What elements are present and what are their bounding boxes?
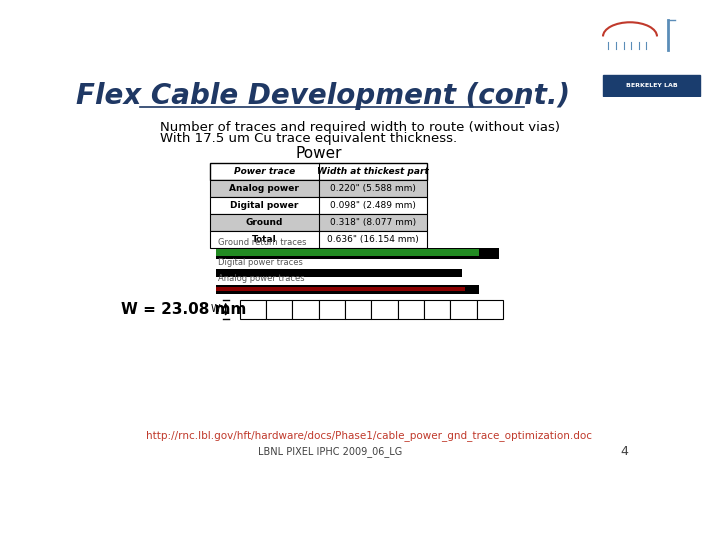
Bar [216,249,480,256]
Text: 0.318" (8.077 mm): 0.318" (8.077 mm) [330,218,416,227]
Text: 0.636" (16.154 mm): 0.636" (16.154 mm) [327,235,419,244]
Bar [372,300,397,319]
Text: http://rnc.lbl.gov/hft/hardware/docs/Phase1/cable_power_gnd_trace_optimization.d: http://rnc.lbl.gov/hft/hardware/docs/Pha… [146,430,592,441]
Bar [292,300,319,319]
Bar [210,164,427,180]
Text: 4: 4 [621,445,629,458]
Text: Total: Total [252,235,276,244]
Bar [210,214,427,231]
Text: Power: Power [295,146,342,161]
Text: Ground return traces: Ground return traces [218,238,307,247]
Bar [319,300,345,319]
Bar [216,248,499,259]
Text: Analog power traces: Analog power traces [218,274,305,284]
Bar [477,300,503,319]
Bar [216,287,465,291]
Bar [397,300,424,319]
Bar [210,231,427,248]
Bar [240,300,266,319]
Text: Flex Cable Development (cont.): Flex Cable Development (cont.) [76,82,570,110]
Text: Digital power: Digital power [230,201,299,210]
Bar [266,300,292,319]
Bar [345,300,372,319]
Text: 0.098" (2.489 mm): 0.098" (2.489 mm) [330,201,416,210]
Text: Analog power: Analog power [230,184,300,193]
Text: Power trace: Power trace [234,167,295,177]
Text: Digital power traces: Digital power traces [218,258,302,267]
Bar [210,197,427,214]
Bar [216,269,462,276]
Text: LBNL PIXEL IPHC 2009_06_LG: LBNL PIXEL IPHC 2009_06_LG [258,446,402,457]
Text: W: W [210,304,220,314]
Text: Number of traces and required width to route (without vias): Number of traces and required width to r… [160,122,559,134]
Bar [216,285,480,294]
Text: With 17.5 um Cu trace equivalent thickness.: With 17.5 um Cu trace equivalent thickne… [160,132,457,145]
Text: Ground: Ground [246,218,283,227]
Bar [424,300,451,319]
Text: W = 23.08 mm: W = 23.08 mm [121,302,246,317]
Bar [451,300,477,319]
Text: BERKELEY LAB: BERKELEY LAB [626,83,678,89]
Text: Width at thickest part: Width at thickest part [317,167,428,177]
Bar [210,180,427,197]
Bar [603,76,701,96]
Text: 0.220" (5.588 mm): 0.220" (5.588 mm) [330,184,416,193]
